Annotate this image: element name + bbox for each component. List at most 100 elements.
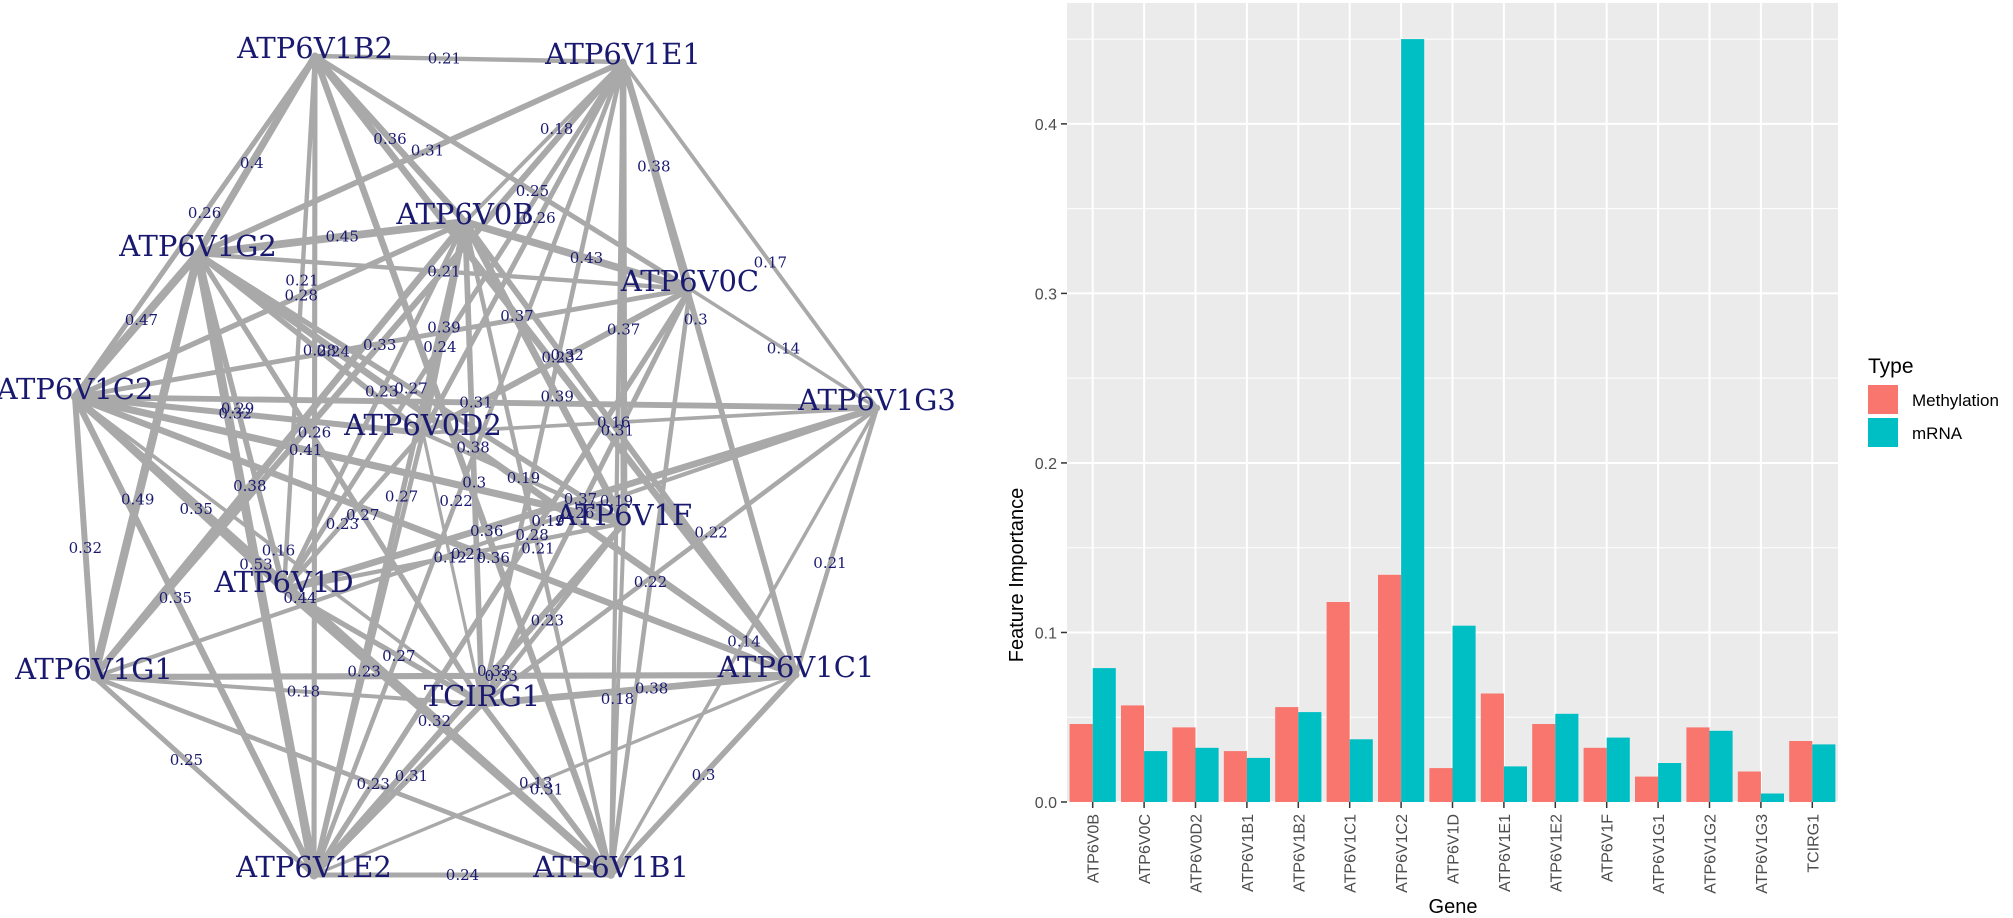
bar-methylation-atp6v0c xyxy=(1121,705,1145,802)
bar-mrna-atp6v1b1 xyxy=(1246,757,1270,802)
network-edge xyxy=(70,249,203,402)
edge-weight-label: 0.41 xyxy=(289,441,322,459)
edge-weight-label: 0.37 xyxy=(607,320,640,338)
bar-methylation-atp6v1f xyxy=(1583,747,1607,802)
legend-swatch-methylation xyxy=(1868,385,1898,414)
network-edge xyxy=(281,59,626,593)
edge-weight-label: 0.3 xyxy=(462,473,486,491)
network-node-label: ATP6V0D2 xyxy=(343,408,502,442)
network-edge xyxy=(479,405,880,707)
edge-weight-label: 0.27 xyxy=(346,506,379,524)
y-tick-label: 0.4 xyxy=(1035,117,1057,134)
bar-mrna-atp6v1b2 xyxy=(1298,712,1322,802)
edge-weight-label: 0.24 xyxy=(423,338,456,356)
bar-mrna-atp6v1g2 xyxy=(1709,730,1733,802)
network-edge xyxy=(72,53,318,400)
x-tick-label: TCIRG1 xyxy=(1805,814,1822,873)
edge-weight-label: 0.31 xyxy=(601,421,634,439)
edge-weight-label: 0.24 xyxy=(446,866,479,884)
edge-weight-label: 0.19 xyxy=(600,492,633,510)
network-edge xyxy=(312,673,798,877)
network-edge xyxy=(311,53,318,878)
edge-weight-label: 0.26 xyxy=(522,209,555,227)
bar-methylation-atp6v1c1 xyxy=(1326,602,1350,802)
network-node-label: ATP6V0C xyxy=(620,264,759,298)
edge-weight-label: 0.31 xyxy=(411,141,444,159)
bar-methylation-atp6v1g2 xyxy=(1686,727,1710,802)
network-edge xyxy=(91,405,880,680)
bar-methylation-atp6v1b2 xyxy=(1275,707,1299,802)
edge-weight-label: 0.38 xyxy=(635,679,668,697)
network-edge xyxy=(311,59,626,878)
network-node-label: ATP6V1G1 xyxy=(14,652,173,686)
legend-label-mrna: mRNA xyxy=(1912,424,1963,443)
edge-weight-label: 0.43 xyxy=(570,249,603,267)
network-edge xyxy=(71,393,800,679)
edge-weight-label: 0.32 xyxy=(69,539,102,557)
network-node-label: ATP6V1C1 xyxy=(717,650,875,684)
network-edge xyxy=(195,251,485,707)
y-tick-label: 0.0 xyxy=(1035,795,1057,812)
network-edge xyxy=(311,430,426,878)
network-edge xyxy=(312,53,626,65)
edge-weight-label: 0.23 xyxy=(531,612,564,630)
network-edge xyxy=(195,251,693,292)
edge-weight-label: 0.21 xyxy=(521,540,554,558)
edge-weight-label: 0.28 xyxy=(284,287,317,305)
edge-weight-label: 0.39 xyxy=(427,319,460,337)
y-axis-ticks: 0.0 0.1 0.2 0.3 0.4 xyxy=(1035,117,1067,812)
bar-methylation-atp6v0b xyxy=(1069,724,1093,802)
edge-weight-label: 0.21 xyxy=(427,263,460,281)
edge-weight-label: 0.37 xyxy=(564,490,597,508)
network-edge xyxy=(608,286,693,878)
network-edge xyxy=(281,587,614,878)
edge-weight-label: 0.35 xyxy=(179,500,212,518)
bar-methylation-atp6v1c2 xyxy=(1378,574,1402,802)
edge-weight-label: 0.36 xyxy=(470,522,503,540)
edge-weight-label: 0.47 xyxy=(125,311,158,329)
edge-weight-label: 0.39 xyxy=(540,388,573,406)
edge-weight-label: 0.22 xyxy=(634,573,667,591)
edge-weight-label: 0.14 xyxy=(767,340,800,358)
network-nodes: ATP6V1B2 ATP6V1E1 ATP6V0B ATP6V1G2 ATP6V0C AT… xyxy=(0,31,956,884)
chart-bars xyxy=(1069,39,1836,803)
edge-weight-label: 0.36 xyxy=(476,549,509,567)
bar-methylation-atp6v1g1 xyxy=(1635,776,1659,802)
edge-weight-label: 0.4 xyxy=(240,154,264,172)
edge-weight-label: 0.31 xyxy=(395,767,428,785)
edge-weight-label: 0.23 xyxy=(347,663,380,681)
network-edge xyxy=(420,59,626,436)
network-node-label: ATP6V1E1 xyxy=(544,37,701,71)
bar-mrna-atp6v1e2 xyxy=(1555,713,1579,802)
network-edge xyxy=(73,395,484,706)
network-edge xyxy=(311,52,469,226)
legend-items: Methylation mRNA xyxy=(1868,385,1999,447)
edge-weight-label: 0.22 xyxy=(439,492,472,510)
edge-weight-label: 0.21 xyxy=(451,545,484,563)
network-edge xyxy=(92,675,484,706)
x-tick-label: ATP6V0D2 xyxy=(1189,814,1206,893)
network-edge xyxy=(688,287,879,410)
edge-weight-label: 0.21 xyxy=(285,271,318,289)
edge-weight-label: 0.19 xyxy=(531,512,564,530)
edge-weight-label: 0.26 xyxy=(561,504,594,522)
bar-mrna-tcirg1 xyxy=(1812,744,1836,802)
network-edge xyxy=(194,52,319,258)
edge-weight-label: 0.25 xyxy=(516,182,549,200)
bar-mrna-atp6v0c xyxy=(1144,751,1168,802)
bar-mrna-atp6v1g3 xyxy=(1760,793,1784,802)
edge-weight-label: 0.12 xyxy=(433,549,466,567)
x-tick-label: ATP6V1D xyxy=(1446,814,1463,884)
edge-weight-label: 0.26 xyxy=(298,424,331,442)
legend-swatch-mrna xyxy=(1868,418,1898,447)
network-edge xyxy=(621,60,879,410)
edge-weight-label: 0.35 xyxy=(159,589,192,607)
network-edge xyxy=(421,406,879,435)
network-edge xyxy=(311,701,485,878)
network-edge xyxy=(72,394,97,680)
bar-mrna-atp6v1c1 xyxy=(1349,739,1373,802)
bar-methylation-atp6v0d2 xyxy=(1172,727,1196,802)
bar-methylation-atp6v1d xyxy=(1429,768,1453,802)
edge-weight-label: 0.33 xyxy=(484,667,517,685)
x-tick-label: ATP6V1E2 xyxy=(1548,814,1565,892)
